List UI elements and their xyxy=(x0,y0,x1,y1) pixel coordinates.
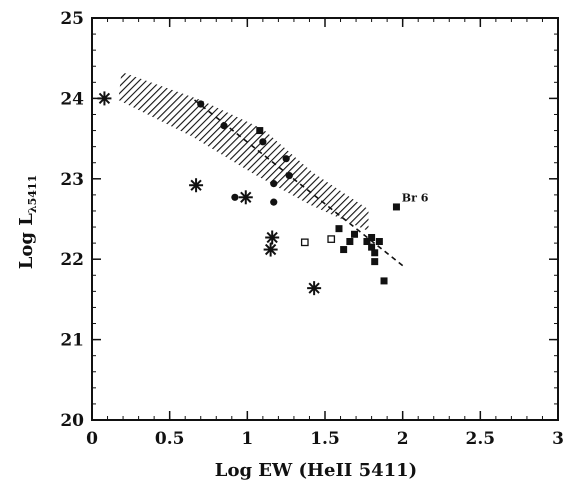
points-layer xyxy=(97,91,400,296)
x-tick-label: 0.5 xyxy=(155,429,185,449)
asterisk-point xyxy=(189,178,204,193)
circle-point xyxy=(231,193,239,201)
y-axis-label-subscript: λ5411 xyxy=(26,175,39,213)
asterisk-point xyxy=(263,242,278,257)
circle-point xyxy=(220,122,228,130)
y-tick-label: 20 xyxy=(60,411,84,431)
x-tick-label: 1.5 xyxy=(310,429,340,449)
square-point xyxy=(346,238,354,246)
asterisk-point xyxy=(307,281,322,296)
square-point xyxy=(363,238,371,246)
square-point xyxy=(256,127,264,135)
square-point xyxy=(351,230,359,238)
y-tick-label: 25 xyxy=(60,9,84,29)
square-point xyxy=(380,277,388,285)
x-tick-label: 3 xyxy=(552,429,564,449)
square-point xyxy=(371,258,379,266)
x-tick-label: 1 xyxy=(241,429,253,449)
x-tick-label: 0 xyxy=(86,429,98,449)
circle-point xyxy=(285,171,293,180)
circle-point xyxy=(282,155,290,163)
hatched-band-layer xyxy=(118,71,369,232)
square-point xyxy=(392,203,400,211)
asterisk-point xyxy=(97,91,112,106)
ticks-layer: 0 0.5 1 1.5 2 2.5 3 20 21 22 23 24 25 xyxy=(60,9,564,449)
x-axis-label: Log EW (HeII 5411) xyxy=(215,460,417,481)
square-point xyxy=(368,243,376,251)
square-point xyxy=(335,225,343,233)
asterisk-point xyxy=(265,230,280,245)
square-point xyxy=(371,249,379,257)
y-axis-label-main: Log L xyxy=(16,213,37,270)
circle-point xyxy=(197,100,205,108)
plot-frame xyxy=(91,17,559,421)
y-tick-label: 23 xyxy=(60,170,84,190)
hatched-band xyxy=(118,71,369,232)
asterisk-point xyxy=(238,190,253,205)
circle-point xyxy=(270,180,278,188)
y-tick-label: 24 xyxy=(60,89,84,109)
circle-point xyxy=(259,138,267,146)
circle-point xyxy=(270,198,278,206)
open-square-point xyxy=(300,238,309,247)
open-square-point xyxy=(327,235,336,243)
y-tick-label: 22 xyxy=(60,250,84,270)
y-axis-label: Log Lλ5411 xyxy=(16,175,39,270)
square-point xyxy=(375,238,383,246)
square-point xyxy=(368,233,376,241)
square-point xyxy=(340,246,348,254)
x-tick-label: 2 xyxy=(397,429,409,449)
annotation-layer: Br 6 xyxy=(402,191,429,204)
y-tick-label: 21 xyxy=(60,331,84,351)
annotation-label: Br 6 xyxy=(402,191,429,204)
x-tick-label: 2.5 xyxy=(466,429,496,449)
